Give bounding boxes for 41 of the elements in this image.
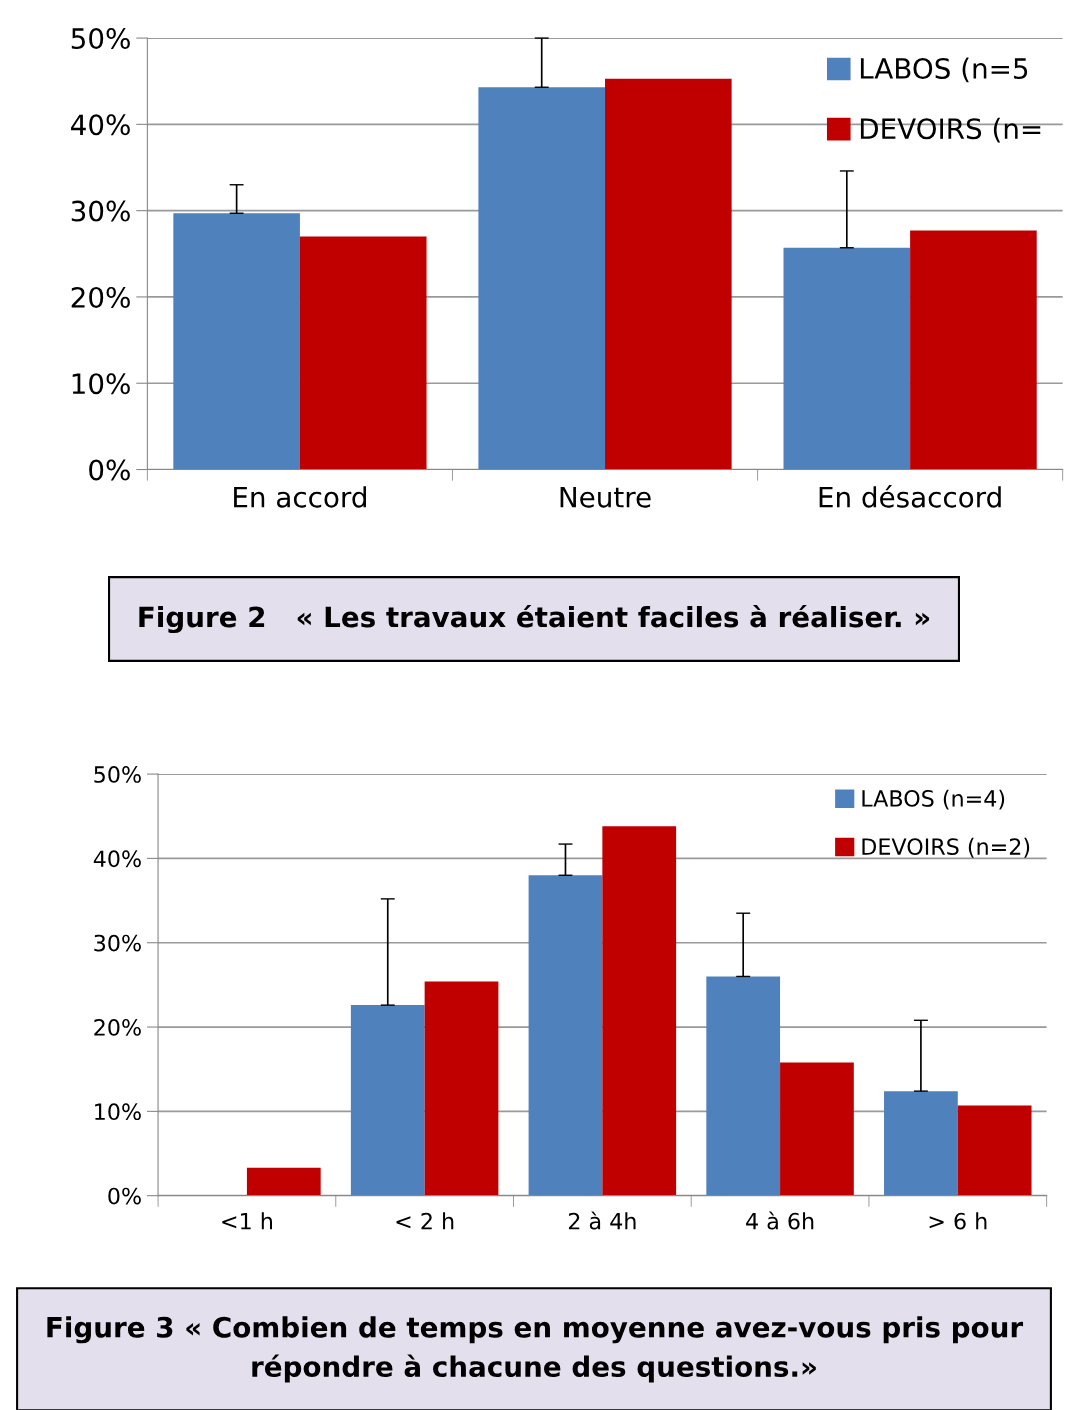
y-tick-label: 0% (89, 459, 130, 481)
y-tick-label: 0% (108, 1187, 141, 1205)
legend-label: LABOS (n=4) (862, 789, 1005, 810)
legend-label: DEVOIRS (n= (860, 117, 1041, 143)
y-tick-label: 20% (71, 286, 130, 308)
y-tick-label: 50% (71, 28, 130, 50)
legend-label: LABOS (n=5 (860, 57, 1028, 83)
x-tick-label: En accord (234, 486, 366, 508)
bar (528, 875, 603, 1196)
x-tick-label: > 6 h (929, 1212, 987, 1230)
y-tick-label: 30% (94, 934, 141, 952)
y-tick-label: 10% (95, 1103, 141, 1121)
x-tick-label: 2 à 4h (568, 1211, 636, 1230)
x-tick-label: < 2 h (396, 1212, 454, 1230)
legend-label: DEVOIRS (n=2) (862, 837, 1030, 858)
text: Figure 2 « Les travaux étaient faciles à réaliser. » (139, 604, 930, 634)
bar (173, 213, 300, 470)
bar (478, 87, 606, 470)
x-tick-label: Neutre (560, 487, 651, 508)
y-tick-label: 20% (94, 1018, 141, 1036)
bar (350, 1005, 425, 1196)
bar (957, 1105, 1032, 1196)
y-tick-label: 30% (71, 200, 130, 222)
bar (783, 247, 911, 470)
x-tick-label: <1 h (222, 1212, 272, 1230)
bar (706, 976, 781, 1196)
bar (605, 78, 732, 470)
bar (299, 236, 427, 470)
text: Figure 3 « Combien de temps en moyenne avez-vous pris pour répondre à chacune des questions.» (47, 1316, 1024, 1383)
y-tick-label: 40% (93, 850, 141, 868)
x-tick-label: En désaccord (819, 485, 1001, 508)
y-tick-label: 50% (94, 766, 141, 783)
y-tick-label: 10% (72, 373, 130, 395)
bar (246, 1167, 321, 1196)
bar (884, 1091, 958, 1196)
bar (910, 230, 1037, 470)
x-tick-label: 4 à 6h (746, 1211, 814, 1230)
bar (602, 826, 677, 1196)
bar (780, 1062, 854, 1196)
bar (424, 981, 499, 1196)
y-tick-label: 40% (71, 114, 130, 136)
